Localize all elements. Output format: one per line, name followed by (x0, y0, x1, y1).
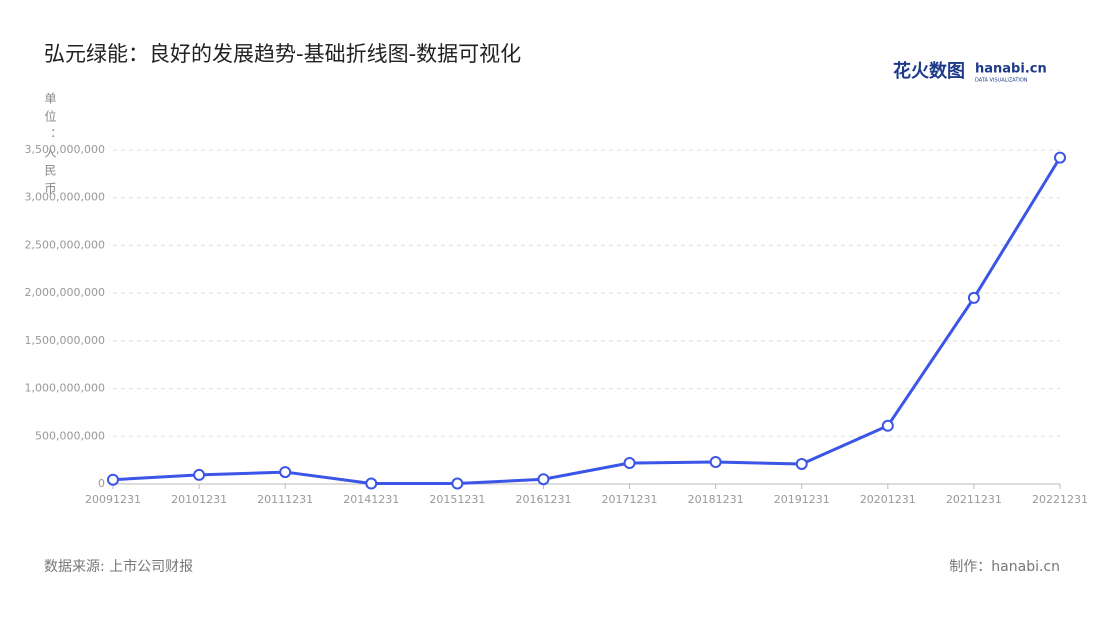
x-tick-label: 20181231 (688, 493, 744, 506)
y-tick-label: 500,000,000 (35, 429, 105, 442)
y-tick-label: 1,500,000,000 (25, 334, 105, 347)
source: 数据来源: 上市公司财报 (44, 558, 193, 575)
logo-brand: hanabi.cn (975, 62, 1047, 77)
point (107, 473, 119, 486)
x-tick-label: 20141231 (343, 493, 399, 506)
point (881, 419, 894, 432)
logo-main: 花火数图 (893, 60, 965, 82)
y-tick-label: 3,000,000,000 (25, 191, 105, 204)
point (193, 468, 206, 481)
x-tick-label: 20201231 (860, 493, 916, 506)
x-tick-label: 20171231 (602, 493, 658, 506)
point (279, 466, 292, 479)
y-tick-label: 1,000,000,000 (25, 382, 105, 395)
point (537, 473, 550, 486)
credit: 制作：hanabi.cn (949, 559, 1060, 575)
y-tick-label: 2,000,000,000 (25, 286, 105, 299)
line (112, 156, 1062, 486)
y-tick-label: 2,500,000,000 (25, 238, 105, 251)
x-tick-label: 20221231 (1032, 493, 1088, 506)
chart-title: 弘元绿能：良好的发展趋势-基础折线图-数据可视化 (44, 42, 521, 66)
point (709, 456, 722, 469)
x-tick-label: 20151231 (429, 493, 485, 506)
x-tick-label: 20211231 (946, 493, 1002, 506)
point (451, 477, 464, 490)
point (365, 477, 378, 490)
x-tick-label: 20161231 (515, 493, 571, 506)
x-tick-label: 20111231 (257, 493, 313, 506)
logo-sub: DATA VISUALIZATION (975, 78, 1028, 84)
y-tick-label: 0 (98, 477, 105, 490)
point (967, 291, 980, 304)
y-axis-label: 单位：人民币 (43, 92, 57, 200)
x-tick-label: 20101231 (171, 493, 227, 506)
point (795, 457, 808, 470)
point (1054, 151, 1066, 164)
x-tick-label: 20091231 (85, 493, 141, 506)
x-tick-label: 20191231 (774, 493, 830, 506)
point (623, 457, 636, 470)
y-tick-label: 3,500,000,000 (25, 143, 105, 156)
